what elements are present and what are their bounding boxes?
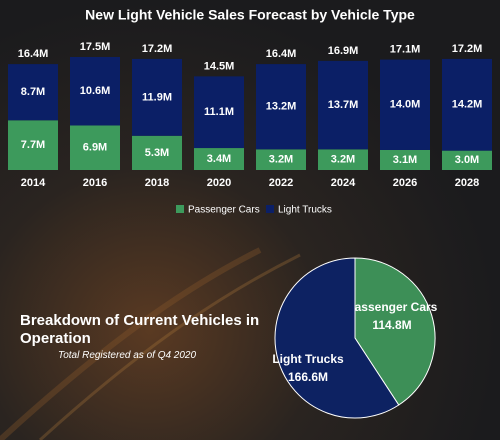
slice-name: Passenger Cars xyxy=(347,300,438,314)
x-tick-label: 2024 xyxy=(331,177,356,189)
total-label: 16.4M xyxy=(18,48,49,60)
x-tick-label: 2026 xyxy=(393,177,417,189)
bar-segment xyxy=(256,149,306,170)
value-label: 3.0M xyxy=(455,154,479,166)
bar-segment xyxy=(194,76,244,149)
pie-subtitle: Total Registered as of Q4 2020 xyxy=(58,350,197,361)
value-label: 3.2M xyxy=(269,154,293,166)
total-label: 17.1M xyxy=(390,43,421,55)
value-label: 11.1M xyxy=(204,106,234,118)
x-tick-label: 2028 xyxy=(455,177,479,189)
background-streak xyxy=(0,247,262,440)
slice-name: Light Trucks xyxy=(272,352,344,366)
value-label: 8.7M xyxy=(21,86,45,98)
bar-segment xyxy=(70,125,120,170)
x-tick-label: 2018 xyxy=(145,177,169,189)
legend-label: Passenger Cars xyxy=(188,205,260,216)
bar-segment xyxy=(442,58,492,151)
total-label: 17.5M xyxy=(80,41,111,53)
value-label: 7.7M xyxy=(21,139,45,151)
x-tick-label: 2014 xyxy=(21,177,46,189)
total-label: 16.4M xyxy=(266,48,297,60)
value-label: 13.2M xyxy=(266,101,297,113)
legend-swatch xyxy=(176,205,184,213)
bar-segment xyxy=(380,59,430,150)
x-tick-label: 2016 xyxy=(83,177,107,189)
value-label: 14.2M xyxy=(452,99,483,111)
bar-segment xyxy=(8,120,58,170)
total-label: 14.5M xyxy=(204,60,235,72)
value-label: 6.9M xyxy=(83,142,107,154)
bar-segment xyxy=(8,64,58,121)
x-tick-label: 2022 xyxy=(269,177,293,189)
value-label: 14.0M xyxy=(390,99,421,111)
legend-swatch xyxy=(266,205,274,213)
chart-title: New Light Vehicle Sales Forecast by Vehi… xyxy=(85,7,415,23)
value-label: 13.7M xyxy=(328,99,359,111)
value-label: 3.4M xyxy=(207,153,231,165)
total-label: 17.2M xyxy=(452,43,483,55)
bar-segment xyxy=(256,64,306,150)
value-label: 3.2M xyxy=(331,154,355,166)
value-label: 11.9M xyxy=(142,91,172,103)
value-label: 3.1M xyxy=(393,154,417,166)
x-tick-label: 2020 xyxy=(207,177,231,189)
legend-label: Light Trucks xyxy=(278,205,332,216)
bar-segment xyxy=(442,150,492,170)
total-label: 16.9M xyxy=(328,45,359,57)
total-label: 17.2M xyxy=(142,43,173,55)
background-streak xyxy=(38,253,301,440)
bar-segment xyxy=(70,57,120,126)
bar-segment xyxy=(318,149,368,170)
bar-segment xyxy=(132,135,182,170)
bar-segment xyxy=(132,58,182,136)
bar-segment xyxy=(380,149,430,170)
bar-segment xyxy=(194,148,244,170)
value-label: 10.6M xyxy=(80,85,111,97)
slice-value: 166.6M xyxy=(288,370,328,384)
pie-slice xyxy=(274,257,400,419)
slice-value: 114.8M xyxy=(372,318,411,332)
pie-title: Breakdown of Current Vehicles in Operati… xyxy=(20,312,260,347)
value-label: 5.3M xyxy=(145,147,169,159)
bar-segment xyxy=(318,60,368,150)
